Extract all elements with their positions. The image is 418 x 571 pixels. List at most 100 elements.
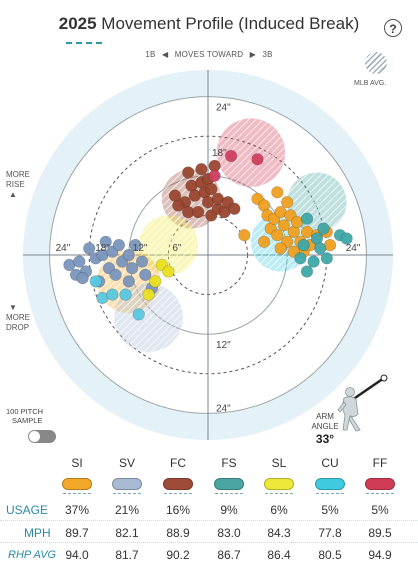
pitch-type-pill-fc[interactable] [163, 478, 193, 490]
ring-label-top-outer: 24" [216, 103, 231, 114]
pitch-point-sv-0[interactable] [89, 275, 102, 288]
pitch-point-si-13[interactable] [122, 248, 135, 262]
help-icon[interactable]: ? [384, 19, 402, 37]
movement-chart: 24" 18" 12" 24" 18" 12" 6" 24" 24" [23, 70, 393, 440]
moves-text: MOVES TOWARD [174, 50, 244, 59]
row-label-mph: MPH [24, 526, 51, 540]
more-drop-label: ▼ MORE DROP [6, 303, 30, 333]
pitch-point-si-16[interactable] [129, 239, 142, 252]
pitch-point-fs-10[interactable] [281, 196, 294, 209]
pitch-point-si-14[interactable] [122, 275, 135, 288]
pitch-point-sv-4[interactable] [132, 308, 145, 321]
more-drop-line1: MORE [6, 313, 30, 322]
title-text: Movement Profile (Induced Break) [101, 14, 360, 33]
pitch-point-ff-2[interactable] [208, 169, 221, 182]
ring-label-left-outer: 24" [56, 243, 71, 254]
pill-underline-cu [316, 493, 344, 494]
more-rise-line1: MORE [6, 170, 30, 179]
pitch-point-sl-1[interactable] [149, 275, 162, 288]
usage-cell-cu: 5% [321, 503, 339, 517]
year-underline[interactable] [66, 42, 102, 44]
pill-underline-sv [113, 493, 141, 494]
pitch-point-fs-22[interactable] [258, 235, 271, 248]
rhp-avg-cell-cu: 80.5 [318, 548, 342, 562]
pitch-point-cu-9[interactable] [340, 232, 353, 245]
pitch-point-cu-3[interactable] [307, 255, 320, 268]
pitch-point-fs-23[interactable] [238, 229, 251, 242]
pitch-point-fs-24[interactable] [271, 186, 284, 199]
usage-cell-si: 37% [64, 503, 90, 517]
mlb-avg-region-ff [216, 118, 286, 188]
pitch-point-si-11[interactable] [112, 239, 125, 252]
usage-cell-sl: 6% [270, 503, 288, 517]
more-rise-label: MORE RISE ▲ [6, 170, 30, 200]
pitch-type-pill-cu[interactable] [315, 478, 345, 490]
pitch-point-si-17[interactable] [135, 255, 149, 268]
pitch-point-cu-2[interactable] [294, 252, 307, 265]
rhp-avg-cell-si: 94.0 [65, 548, 89, 562]
pitch-type-pill-ff[interactable] [365, 478, 395, 490]
pitch-point-fs-7[interactable] [277, 219, 291, 232]
pitch-point-ff-1[interactable] [251, 153, 264, 166]
pitch-point-si-2[interactable] [73, 255, 86, 268]
row-label-usage: USAGE [6, 503, 49, 517]
rhp-avg-cell-ff: 94.9 [368, 548, 392, 562]
ring-label-left-mid: 18" [95, 243, 110, 254]
pitch-point-fc-7[interactable] [205, 182, 218, 196]
pitch-point-si-7[interactable] [99, 235, 112, 248]
ring-labels: 24" 18" 12" 24" 18" 12" 6" 24" 24" [56, 103, 361, 415]
mlb-avg-label: MLB AVG. [354, 80, 387, 87]
mlb-avg-swatch [365, 52, 387, 74]
pitch-point-cu-6[interactable] [320, 252, 333, 265]
pitch-point-cu-10[interactable] [300, 265, 314, 278]
sample-line2: SAMPLE [12, 416, 43, 425]
ring-label-top-ring18: 18" [212, 148, 227, 159]
up-arrow-icon: ▲ [9, 190, 17, 199]
pitch-point-si-10[interactable] [109, 268, 122, 281]
mph-cell-sv: 82.1 [115, 526, 139, 540]
pitch-point-fc-20[interactable] [168, 189, 182, 202]
arm-angle-value: 33° [315, 432, 335, 446]
moves-right: 3B [262, 50, 273, 59]
mph-cell-cu: 77.8 [318, 526, 342, 540]
pitch-point-cu-0[interactable] [300, 212, 314, 225]
pitch-point-si-18[interactable] [139, 268, 152, 281]
pitch-point-sv-3[interactable] [119, 288, 132, 301]
pitch-type-header-sv: SV [118, 456, 135, 470]
pitch-point-cu-4[interactable] [297, 239, 310, 252]
sample-line1: 100 PITCH [6, 407, 44, 416]
usage-cell-sv: 21% [114, 503, 140, 517]
pitch-point-si-15[interactable] [126, 262, 139, 275]
pitch-point-fs-18[interactable] [274, 242, 287, 255]
arm-angle-label: ARM ANGLE [310, 412, 340, 432]
pill-underline-sl [265, 493, 293, 494]
pitch-point-cu-5[interactable] [314, 242, 327, 255]
pitch-type-pill-sl[interactable] [264, 478, 294, 490]
mph-cell-fc: 88.9 [166, 526, 190, 540]
pitch-type-pill-si[interactable] [62, 478, 92, 490]
mlb-avg-region-sv [114, 283, 183, 353]
pitch-point-fc-19[interactable] [195, 163, 208, 176]
pitcher-figure-icon [337, 374, 388, 432]
sample-toggle[interactable] [28, 430, 56, 443]
pitch-point-si-4[interactable] [83, 242, 96, 255]
rhp-avg-cell-fs: 86.7 [217, 548, 241, 562]
pitch-type-pill-fs[interactable] [214, 478, 244, 490]
more-drop-line2: DROP [6, 323, 30, 332]
pitch-type-pill-sv[interactable] [112, 478, 142, 490]
pitch-point-ff-0[interactable] [225, 149, 238, 163]
pitch-point-sl-3[interactable] [162, 265, 175, 278]
pitch-point-cu-7[interactable] [317, 222, 330, 235]
page-title: 2025 Movement Profile (Induced Break) [0, 14, 418, 34]
sample-label: 100 PITCH SAMPLE [6, 407, 43, 425]
moves-right-arrow: ▶ [249, 50, 257, 59]
pitch-point-fc-0[interactable] [182, 166, 195, 179]
pitch-point-fc-11[interactable] [192, 206, 205, 219]
pitch-point-sv-2[interactable] [106, 288, 119, 301]
pitch-point-sl-2[interactable] [142, 288, 155, 301]
pitch-point-si-21[interactable] [76, 272, 89, 285]
pitch-point-fs-5[interactable] [271, 229, 284, 242]
arm-line1: ARM [316, 412, 334, 421]
pitch-type-header-cu: CU [321, 456, 339, 470]
pitch-point-fc-17[interactable] [228, 202, 241, 215]
